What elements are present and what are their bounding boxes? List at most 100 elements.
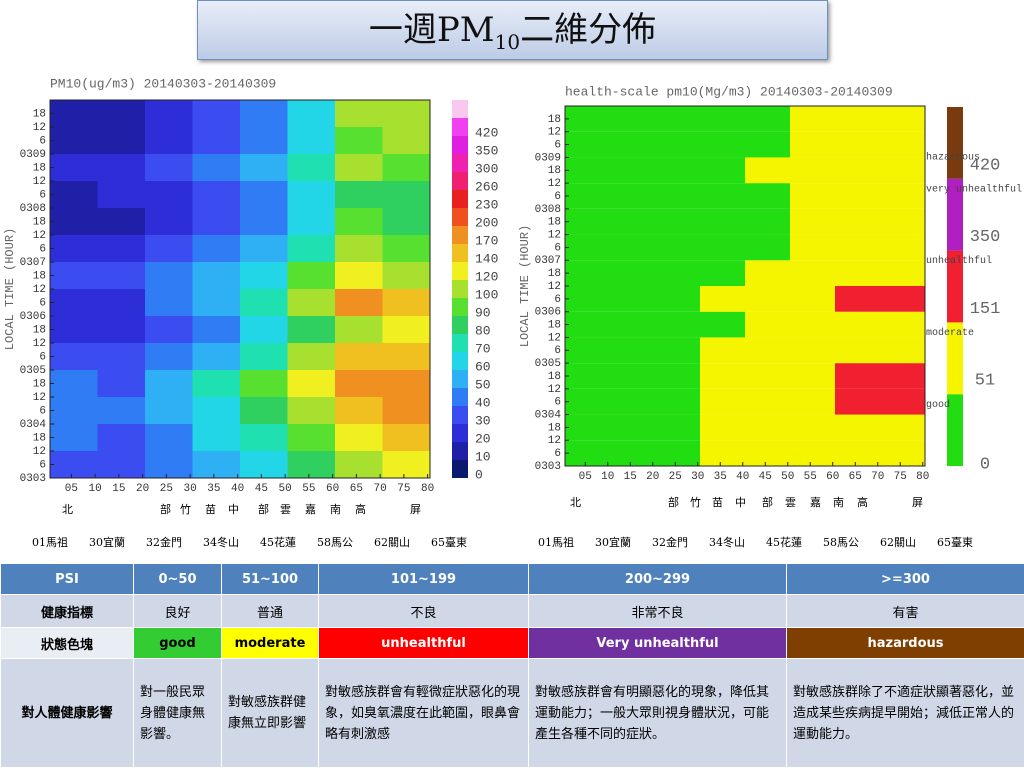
- table-cell: 非常不良: [528, 594, 787, 628]
- heat-cell: [655, 337, 700, 364]
- heat-cell: [382, 235, 430, 262]
- heat-cell: [790, 208, 835, 235]
- colorbar-label: 80: [475, 323, 491, 338]
- heat-cell: [835, 106, 880, 132]
- y-tick-label: 18: [548, 268, 561, 280]
- colorbar-label: 40: [475, 395, 491, 410]
- station-label: 32金門: [652, 535, 688, 549]
- x-tick-label: 35: [207, 483, 220, 495]
- y-tick-label: 12: [548, 229, 561, 241]
- colorbar-label: 30: [475, 413, 491, 428]
- station-label: 65臺東: [431, 535, 467, 549]
- y-tick-label: 18: [33, 162, 46, 174]
- heat-cell: [50, 370, 98, 397]
- heat-cell: [700, 157, 745, 184]
- colorbar-box: [947, 250, 963, 323]
- heat-cell: [145, 451, 193, 478]
- heat-cell: [287, 343, 335, 370]
- heat-cell: [880, 208, 925, 235]
- heat-cell: [610, 311, 655, 338]
- x-tick-label: 80: [916, 471, 929, 483]
- heat-cell: [610, 183, 655, 209]
- y-tick-label: 6: [39, 135, 46, 147]
- y-tick-label: 0307: [20, 257, 46, 269]
- heat-cell: [610, 208, 655, 235]
- colorbar-label: 10: [475, 449, 491, 464]
- heat-cell: [880, 286, 925, 312]
- heat-cell: [835, 208, 880, 235]
- heat-cell: [745, 337, 790, 364]
- table-cell: 對人體健康影響: [0, 658, 134, 768]
- heat-cell: [97, 343, 145, 370]
- heat-cell: [700, 234, 745, 261]
- heat-cell: [382, 316, 430, 343]
- y-tick-label: 0309: [535, 152, 561, 164]
- colorbar-box: [452, 100, 468, 118]
- heat-cell: [145, 127, 193, 154]
- heat-cell: [382, 397, 430, 424]
- colorbar-box: [452, 334, 468, 352]
- station-label: 58馬公: [823, 536, 859, 549]
- x-tick-label: 05: [65, 483, 78, 495]
- table-cell: 良好: [133, 594, 222, 628]
- y-tick-label: 6: [39, 243, 46, 255]
- colorbar-box: [452, 280, 468, 298]
- station-label: 34冬山: [709, 535, 745, 549]
- header-cell: 200~299: [528, 563, 787, 595]
- heat-cell: [50, 343, 98, 370]
- y-tick-label: 12: [548, 127, 561, 139]
- heat-cell: [97, 235, 145, 262]
- heat-cell: [335, 262, 383, 289]
- heat-cell: [287, 181, 335, 208]
- heat-cell: [287, 370, 335, 397]
- heat-cell: [50, 208, 98, 235]
- heat-cell: [880, 260, 925, 286]
- y-tick-label: 0304: [20, 419, 47, 431]
- y-tick-label: 18: [548, 217, 561, 229]
- heat-cell: [610, 234, 655, 261]
- heat-cell: [835, 183, 880, 209]
- colorbar-name: good: [926, 399, 950, 411]
- chart-title: PM10(ug/m3) 20140303-20140309: [50, 76, 276, 91]
- colorbar-box: [452, 442, 468, 460]
- heat-cell: [50, 397, 98, 424]
- table-cell: 普通: [221, 594, 319, 628]
- y-axis-label: LOCAL TIME (HOUR): [518, 225, 532, 347]
- colorbar-label: 100: [475, 287, 498, 302]
- heat-cell: [700, 260, 745, 286]
- heat-cell: [382, 289, 430, 316]
- colorbar-box: [452, 370, 468, 388]
- y-tick-label: 12: [33, 392, 46, 404]
- heat-cell: [192, 289, 240, 316]
- colorbar-label: 60: [475, 359, 491, 374]
- heat-cell: [655, 234, 700, 261]
- station-label: 62關山: [374, 536, 410, 549]
- y-tick-label: 6: [39, 405, 46, 417]
- heat-cell: [655, 157, 700, 184]
- colorbar-box: [452, 316, 468, 334]
- y-tick-label: 6: [554, 139, 561, 151]
- x-tick-label: 40: [736, 471, 749, 483]
- station-label: 34冬山: [203, 535, 239, 549]
- table-cell: moderate: [221, 627, 319, 659]
- heat-cell: [610, 157, 655, 184]
- y-tick-label: 18: [548, 319, 561, 331]
- heat-cell: [240, 370, 288, 397]
- heat-cell: [50, 424, 98, 451]
- heat-cell: [287, 127, 335, 154]
- heat-cell: [382, 343, 430, 370]
- y-tick-label: 18: [33, 270, 46, 282]
- heat-cell: [382, 208, 430, 235]
- y-tick-label: 0305: [535, 358, 561, 370]
- heat-cell: [565, 337, 610, 364]
- y-tick-label: 18: [548, 165, 561, 177]
- heat-cell: [335, 451, 383, 478]
- x-tick-label: 50: [279, 483, 292, 495]
- table-cell: 狀態色塊: [0, 627, 134, 659]
- x-tick-label: 50: [781, 471, 794, 483]
- region-label: 雲: [785, 496, 796, 509]
- charts: 0303612180304612180305612180306612180307…: [3, 76, 1022, 549]
- x-tick-label: 05: [579, 471, 592, 483]
- heat-cell: [880, 311, 925, 338]
- heat-cell: [745, 131, 790, 158]
